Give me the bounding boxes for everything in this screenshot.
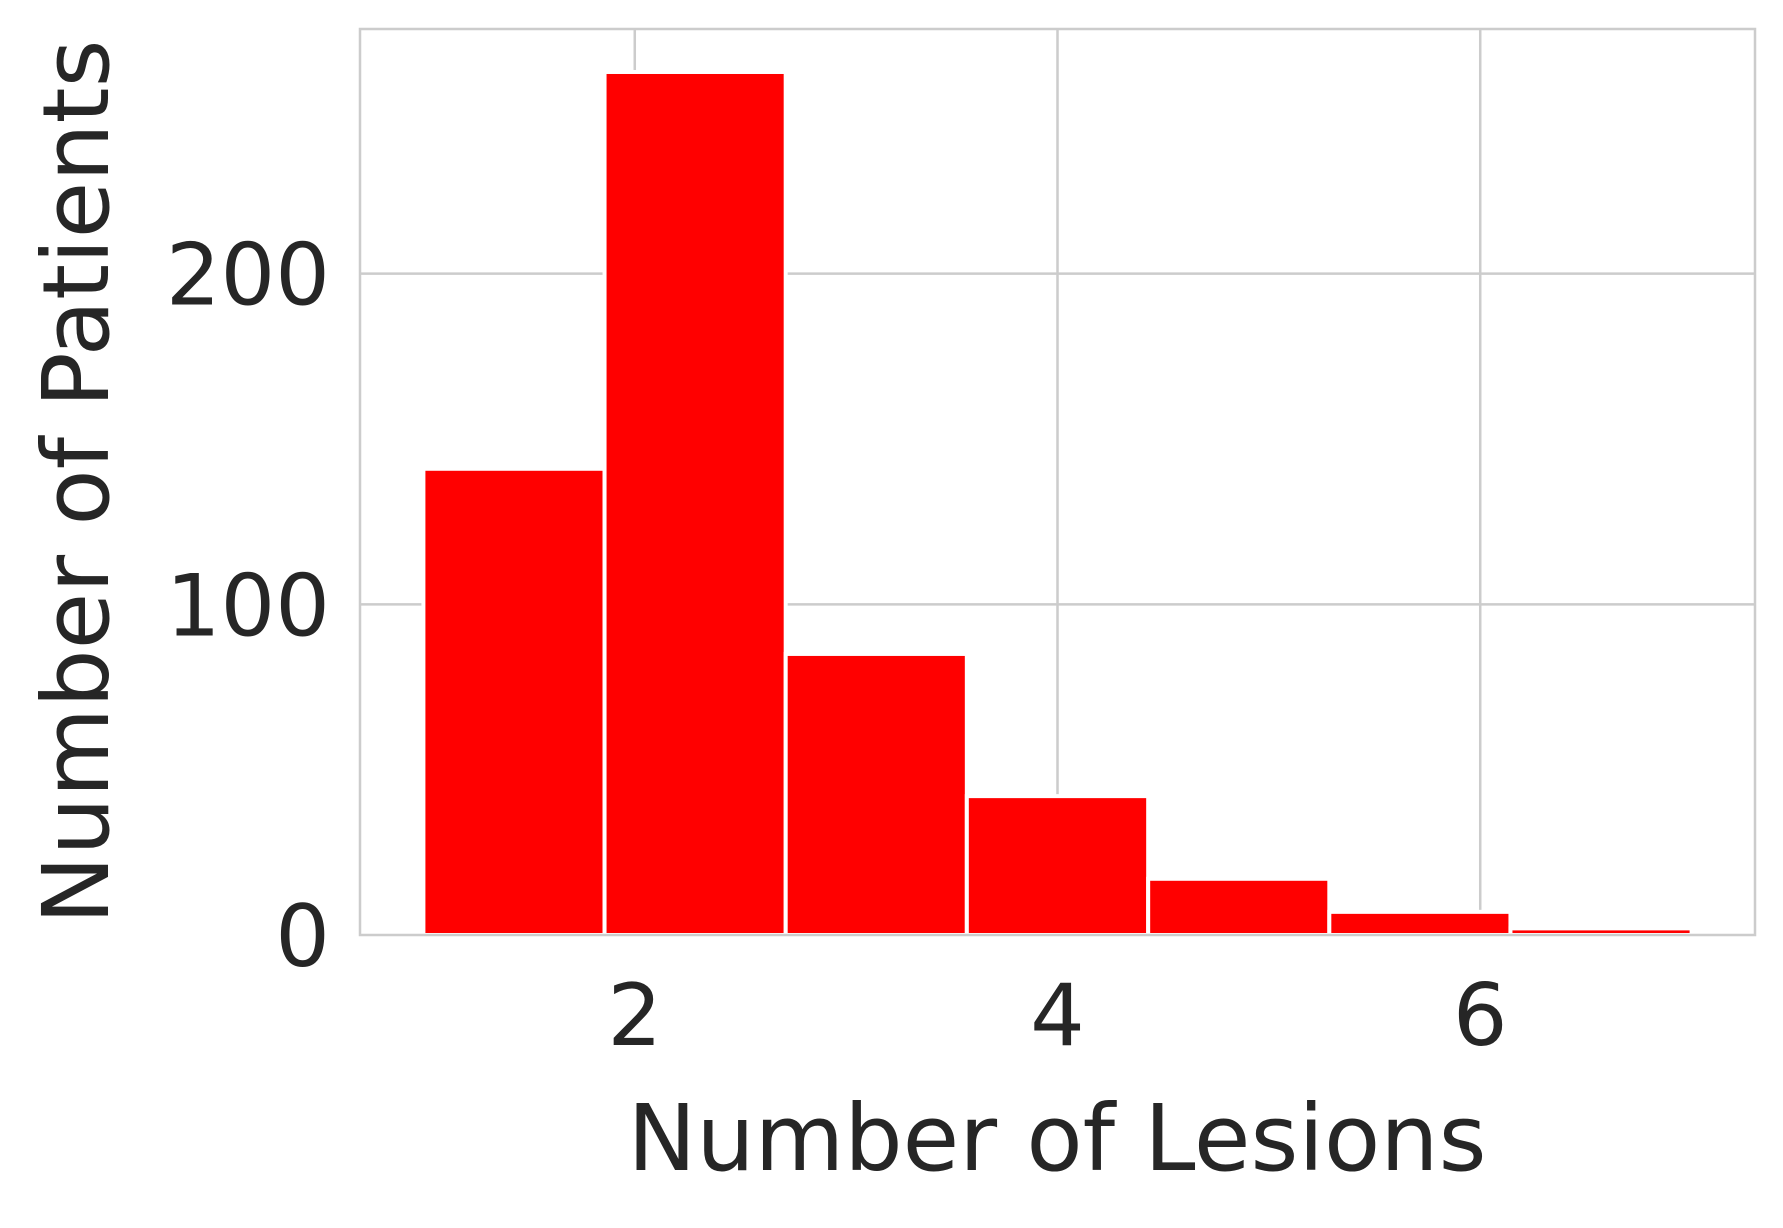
histogram-bar <box>421 466 607 937</box>
histogram-bar <box>1146 876 1332 938</box>
histogram-bar <box>783 651 969 937</box>
x-tick-labels: 2 4 6 <box>607 966 1507 1066</box>
plot-frame <box>358 27 1757 937</box>
y-tick-label: 100 <box>166 556 330 656</box>
histogram-bar <box>602 69 788 937</box>
y-axis-label: Number of Patients <box>23 39 130 924</box>
x-tick-label: 2 <box>607 966 662 1066</box>
x-axis-label: Number of Lesions <box>628 1085 1487 1192</box>
y-tick-labels: 0 100 200 <box>166 226 330 987</box>
x-tick-label: 4 <box>1030 966 1085 1066</box>
y-tick-label: 0 <box>275 887 330 987</box>
histogram-bar <box>1327 909 1513 937</box>
bars <box>421 69 1694 938</box>
x-tick-label: 6 <box>1453 966 1508 1066</box>
y-tick-label: 200 <box>166 226 330 326</box>
histogram-bar <box>964 794 1151 937</box>
